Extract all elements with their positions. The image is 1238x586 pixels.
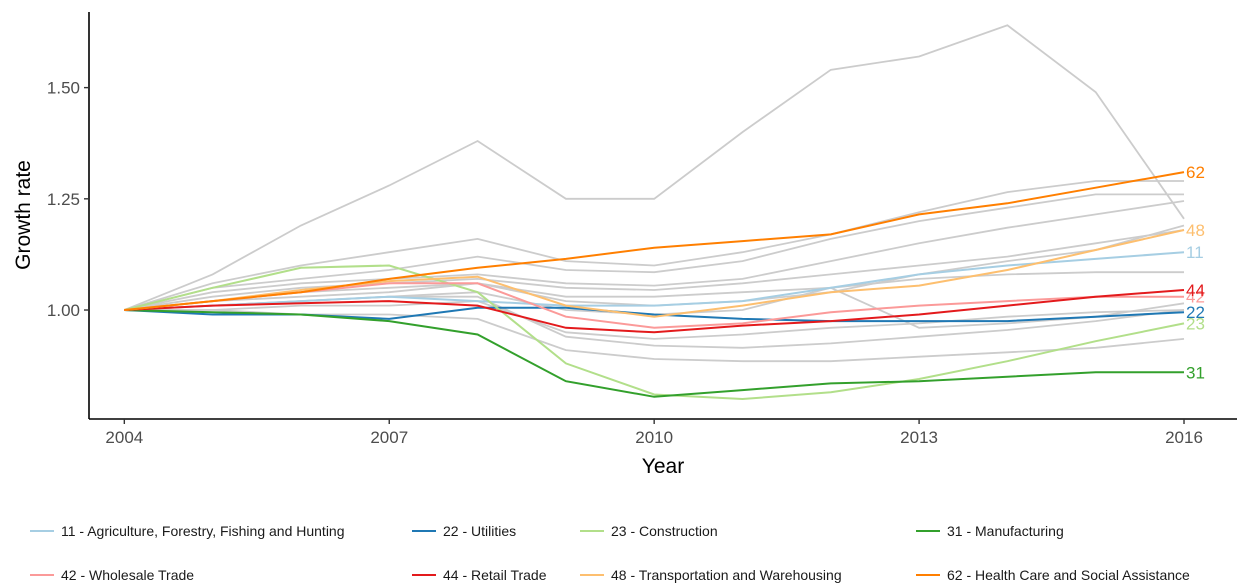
y-tick-label: 1.50 <box>47 79 80 98</box>
legend-label-48: 48 - Transportation and Warehousing <box>611 567 842 583</box>
y-axis-title: Growth rate <box>12 160 35 270</box>
series-line-44 <box>124 289 1185 334</box>
x-tick-label: 2013 <box>900 428 938 447</box>
legend-label-44: 44 - Retail Trade <box>443 567 547 583</box>
background-series-line-4 <box>124 200 1185 311</box>
series-line-31 <box>124 309 1184 398</box>
y-ticks: 1.00 1.25 1.50 <box>47 79 89 320</box>
background-series-line-1 <box>123 24 1185 311</box>
y-tick-label: 1.25 <box>47 190 80 209</box>
x-tick-label: 2016 <box>1165 428 1203 447</box>
legend-item-42: 42 - Wholesale Trade <box>30 567 194 583</box>
end-label-42: 42 <box>1186 288 1205 307</box>
x-axis-title: Year <box>642 455 684 478</box>
background-series-line-3 <box>124 193 1184 311</box>
legend-item-62: 62 - Health Care and Social Assistance <box>916 567 1190 583</box>
end-label-62: 62 <box>1186 163 1205 182</box>
end-label-11: 11 <box>1186 243 1204 262</box>
end-label-23: 23 <box>1186 314 1205 333</box>
series-line-23 <box>124 264 1185 401</box>
end-label-31: 31 <box>1186 363 1205 382</box>
background-series-line-2 <box>124 180 1184 311</box>
highlighted-lines <box>124 171 1185 401</box>
x-ticks: 2004 2007 2010 2013 2016 <box>105 419 1203 447</box>
legend-label-31: 31 - Manufacturing <box>947 523 1064 539</box>
background-series-line-5 <box>124 229 1185 311</box>
x-tick-label: 2007 <box>370 428 408 447</box>
legend-label-22: 22 - Utilities <box>443 523 516 539</box>
end-label-22: 22 <box>1186 303 1205 322</box>
legend-label-23: 23 - Construction <box>611 523 718 539</box>
legend-item-48: 48 - Transportation and Warehousing <box>580 567 842 583</box>
legend-item-31: 31 - Manufacturing <box>916 523 1064 539</box>
legend: 11 - Agriculture, Forestry, Fishing and … <box>30 523 1190 583</box>
legend-label-62: 62 - Health Care and Social Assistance <box>947 567 1190 583</box>
x-tick-label: 2010 <box>635 428 673 447</box>
series-line-62 <box>124 171 1185 311</box>
legend-item-22: 22 - Utilities <box>412 523 516 539</box>
x-tick-label: 2004 <box>105 428 143 447</box>
legend-item-44: 44 - Retail Trade <box>412 567 547 583</box>
background-series-line-11 <box>124 300 1185 340</box>
series-line-48 <box>124 229 1185 318</box>
end-label-48: 48 <box>1186 221 1205 240</box>
legend-label-11: 11 - Agriculture, Forestry, Fishing and … <box>61 523 345 539</box>
y-tick-label: 1.00 <box>47 301 80 320</box>
series-line-11 <box>124 251 1185 311</box>
background-lines <box>123 24 1185 363</box>
legend-item-11: 11 - Agriculture, Forestry, Fishing and … <box>30 523 345 539</box>
end-label-44: 44 <box>1186 281 1205 300</box>
legend-label-42: 42 - Wholesale Trade <box>61 567 194 583</box>
legend-item-23: 23 - Construction <box>580 523 718 539</box>
